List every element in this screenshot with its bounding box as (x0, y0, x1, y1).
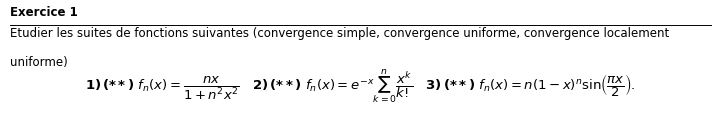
Text: $\mathbf{1)\,(**)}\ f_n(x)=\dfrac{nx}{1+n^2x^2}$$\quad \mathbf{2)\,(**)}\ f_n(x): $\mathbf{1)\,(**)}\ f_n(x)=\dfrac{nx}{1+… (85, 68, 635, 106)
Text: Exercice 1: Exercice 1 (10, 6, 78, 19)
Text: uniforme): uniforme) (10, 56, 68, 69)
Text: Etudier les suites de fonctions suivantes (convergence simple, convergence unifo: Etudier les suites de fonctions suivante… (10, 27, 670, 40)
